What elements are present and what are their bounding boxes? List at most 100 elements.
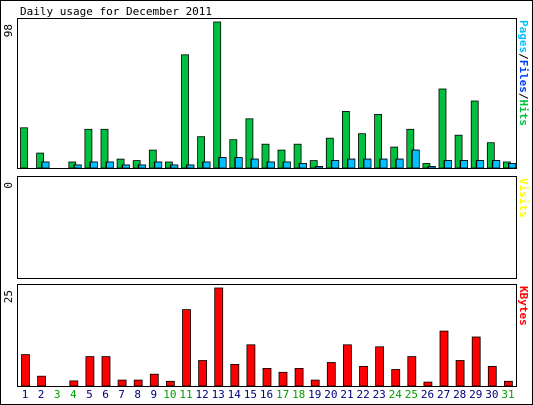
bar-kbytes-day-31 [503, 380, 513, 387]
bar-pages-day-7 [122, 164, 130, 169]
bar-hits-day-17 [277, 149, 286, 169]
x-tick-label-day-13: 13 [212, 388, 225, 401]
x-tick-label-day-9: 9 [150, 388, 157, 401]
chart-title: Daily usage for December 2011 [20, 5, 212, 18]
bar-hits-day-11 [181, 54, 189, 169]
bar-hits-day-2 [36, 152, 44, 169]
bar-kbytes-day-25 [407, 356, 417, 387]
bar-kbytes-day-21 [342, 344, 352, 387]
bar-pages-day-25 [411, 149, 420, 169]
bar-hits-day-14 [229, 139, 238, 169]
bar-kbytes-day-30 [487, 365, 497, 387]
bar-kbytes-day-5 [85, 356, 95, 387]
bar-kbytes-day-20 [326, 362, 336, 387]
bar-kbytes-day-4 [69, 380, 79, 387]
bar-hits-day-25 [406, 128, 415, 169]
x-tick-label-day-17: 17 [276, 388, 289, 401]
x-tick-label-day-19: 19 [308, 388, 321, 401]
chart-panels: 98 Pages/Files/Hits 0 Visits 25 KBytes [2, 18, 530, 387]
bar-pages-day-27 [444, 160, 452, 169]
x-tick-label-day-20: 20 [324, 388, 337, 401]
x-axis-day-labels: 1 2 3 4 5 6 7 8 9 10 11 12 13 14 15 16 17 18 19 20 21 22 23 24 2… [22, 388, 515, 401]
bar-kbytes-day-10 [165, 380, 175, 387]
panel-side-label-hits: Pages/Files/Hits [517, 20, 530, 126]
bar-pages-day-8 [138, 164, 147, 169]
bar-hits-day-7 [116, 158, 125, 169]
bar-hits-day-8 [132, 160, 141, 169]
bar-kbytes-day-17 [278, 371, 288, 387]
x-tick-label-day-10: 10 [163, 388, 176, 401]
bar-pages-day-4 [73, 164, 82, 169]
bar-kbytes-day-15 [246, 344, 256, 387]
bar-pages-day-12 [202, 161, 211, 169]
bar-pages-day-28 [460, 160, 469, 169]
bar-pages-day-11 [186, 164, 195, 169]
panel-hits: 98 Pages/Files/Hits [2, 18, 530, 169]
bar-kbytes-day-8 [133, 379, 143, 387]
bar-kbytes-day-1 [21, 354, 30, 387]
x-tick-label-day-3: 3 [54, 388, 61, 401]
bar-hits-day-27 [438, 88, 447, 169]
x-tick-label-day-23: 23 [373, 388, 386, 401]
x-tick-label-day-5: 5 [86, 388, 93, 401]
bar-kbytes-day-27 [439, 330, 449, 387]
x-tick-label-day-16: 16 [260, 388, 273, 401]
x-tick-label-day-22: 22 [356, 388, 369, 401]
bar-kbytes-day-19 [310, 379, 320, 387]
bar-hits-day-26 [422, 163, 431, 169]
bar-pages-day-5 [90, 161, 98, 169]
bar-kbytes-day-28 [455, 360, 465, 387]
x-tick-label-day-4: 4 [70, 388, 77, 401]
panel-side-label-kbytes: KBytes [517, 286, 530, 326]
panel-max-label-kbytes: 25 [2, 290, 15, 303]
bar-hits-day-22 [358, 133, 366, 169]
bar-kbytes-day-22 [359, 365, 368, 387]
bar-kbytes-day-16 [262, 367, 272, 387]
bar-hits-day-5 [84, 128, 93, 169]
bar-hits-day-6 [100, 128, 109, 169]
x-tick-label-day-6: 6 [102, 388, 109, 401]
bar-hits-day-23 [374, 114, 383, 169]
x-tick-label-day-24: 24 [389, 388, 403, 401]
bar-kbytes-day-23 [375, 346, 385, 387]
side-label-part-hits-4: Hits [517, 100, 530, 127]
bar-pages-day-31 [508, 163, 517, 169]
side-label-part-hits-2: Files [517, 60, 530, 93]
x-tick-label-day-11: 11 [179, 388, 192, 401]
bar-pages-day-2 [41, 161, 50, 169]
bar-hits-day-29 [470, 100, 479, 169]
side-label-part-kbytes-0: KBytes [517, 286, 530, 326]
x-tick-label-day-28: 28 [453, 388, 466, 401]
panel-max-label-visits: 0 [2, 182, 15, 189]
bar-hits-day-24 [390, 146, 399, 169]
bar-hits-day-30 [486, 142, 495, 169]
panel-kbytes: 25 KBytes [2, 284, 530, 387]
x-tick-label-day-12: 12 [195, 388, 208, 401]
bar-pages-day-10 [170, 164, 179, 169]
x-tick-label-day-27: 27 [437, 388, 450, 401]
bar-pages-day-6 [106, 161, 114, 169]
bar-hits-day-18 [293, 143, 302, 169]
panel-max-label-hits: 98 [2, 24, 15, 37]
bar-kbytes-day-29 [471, 336, 481, 387]
x-tick-label-day-30: 30 [485, 388, 498, 401]
x-tick-label-day-2: 2 [38, 388, 45, 401]
x-tick-label-day-15: 15 [244, 388, 257, 401]
bar-kbytes-day-9 [149, 373, 159, 387]
bar-kbytes-day-13 [214, 287, 224, 387]
bar-hits-day-1 [20, 127, 28, 169]
bar-pages-day-9 [154, 161, 163, 169]
panel-visits: 0 Visits [2, 176, 530, 279]
side-label-part-hits-3: / [517, 93, 530, 100]
bar-pages-day-19 [315, 166, 324, 169]
bar-pages-day-23 [379, 158, 388, 169]
bar-hits-day-12 [197, 136, 206, 169]
bar-hits-day-20 [325, 137, 334, 169]
bar-pages-day-24 [395, 158, 404, 169]
bar-pages-day-13 [218, 157, 227, 169]
panel-side-label-visits: Visits [517, 178, 530, 218]
x-tick-label-day-21: 21 [340, 388, 353, 401]
x-tick-label-day-25: 25 [405, 388, 418, 401]
x-tick-label-day-1: 1 [22, 388, 29, 401]
